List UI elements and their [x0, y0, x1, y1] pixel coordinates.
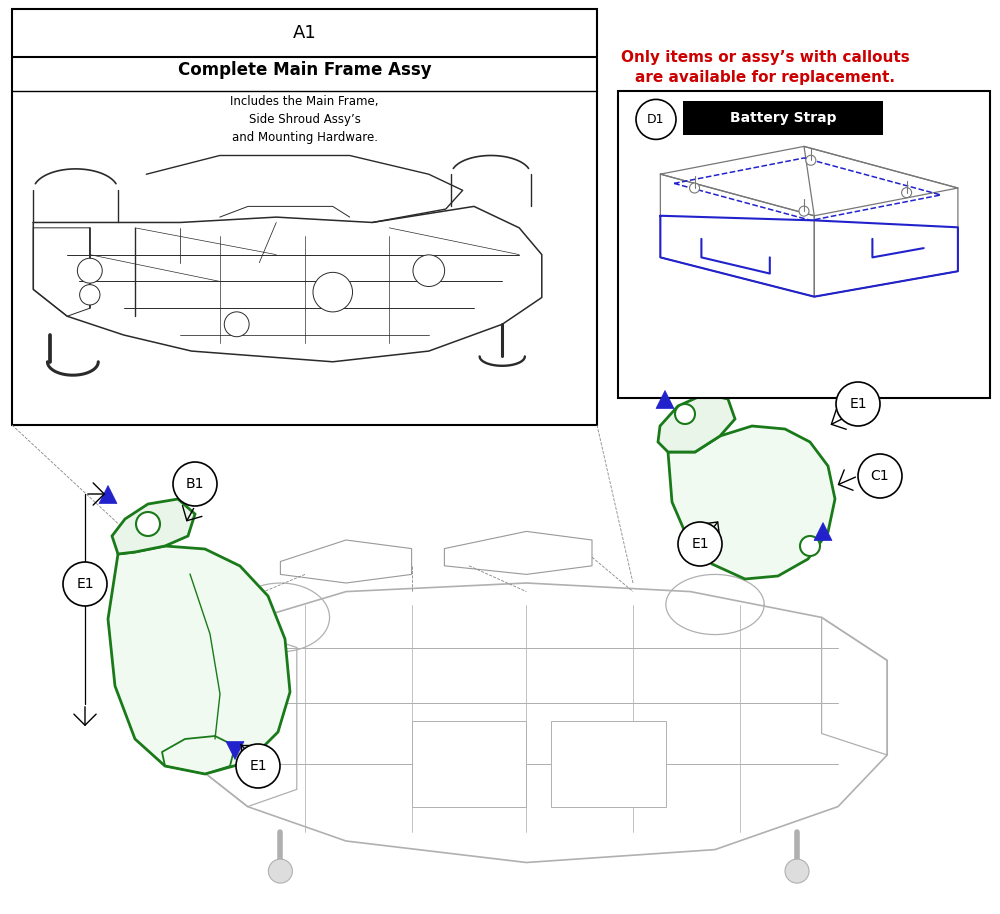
Polygon shape	[112, 499, 195, 554]
Polygon shape	[226, 741, 244, 760]
Bar	[683, 101, 883, 135]
Text: D1: D1	[647, 113, 665, 126]
Circle shape	[413, 255, 445, 286]
Bar	[618, 91, 990, 398]
Circle shape	[63, 562, 107, 606]
Circle shape	[636, 100, 676, 140]
Polygon shape	[656, 390, 674, 409]
Circle shape	[858, 454, 902, 498]
Text: E1: E1	[849, 397, 867, 411]
Circle shape	[136, 512, 160, 536]
Polygon shape	[668, 426, 835, 579]
Polygon shape	[658, 394, 735, 452]
Circle shape	[785, 859, 809, 883]
Circle shape	[313, 272, 353, 312]
Circle shape	[690, 183, 700, 193]
Circle shape	[173, 462, 217, 506]
Text: Battery Strap: Battery Strap	[730, 112, 836, 125]
Bar	[551, 720, 666, 806]
Circle shape	[80, 284, 100, 305]
Circle shape	[224, 312, 249, 336]
Text: Only items or assy’s with callouts
are available for replacement.: Only items or assy’s with callouts are a…	[621, 50, 909, 85]
Text: A1: A1	[293, 24, 316, 42]
Text: C1: C1	[871, 469, 889, 483]
Text: Includes the Main Frame,
Side Shroud Assy’s
and Mounting Hardware.: Includes the Main Frame, Side Shroud Ass…	[230, 95, 379, 144]
Circle shape	[799, 207, 809, 216]
Polygon shape	[99, 485, 117, 504]
Circle shape	[675, 404, 695, 424]
Text: B1: B1	[186, 477, 204, 491]
Circle shape	[77, 259, 102, 283]
Text: E1: E1	[76, 577, 94, 591]
Text: E1: E1	[691, 537, 709, 551]
Circle shape	[236, 744, 280, 788]
Circle shape	[902, 187, 912, 197]
Text: Complete Main Frame Assy: Complete Main Frame Assy	[178, 60, 431, 79]
Text: E1: E1	[249, 759, 267, 773]
Circle shape	[678, 522, 722, 566]
Polygon shape	[108, 546, 290, 774]
Polygon shape	[814, 523, 832, 540]
Circle shape	[806, 155, 816, 165]
Bar	[12, 9, 597, 425]
Circle shape	[836, 382, 880, 426]
Circle shape	[268, 859, 292, 883]
Circle shape	[800, 536, 820, 556]
Bar	[412, 720, 526, 806]
